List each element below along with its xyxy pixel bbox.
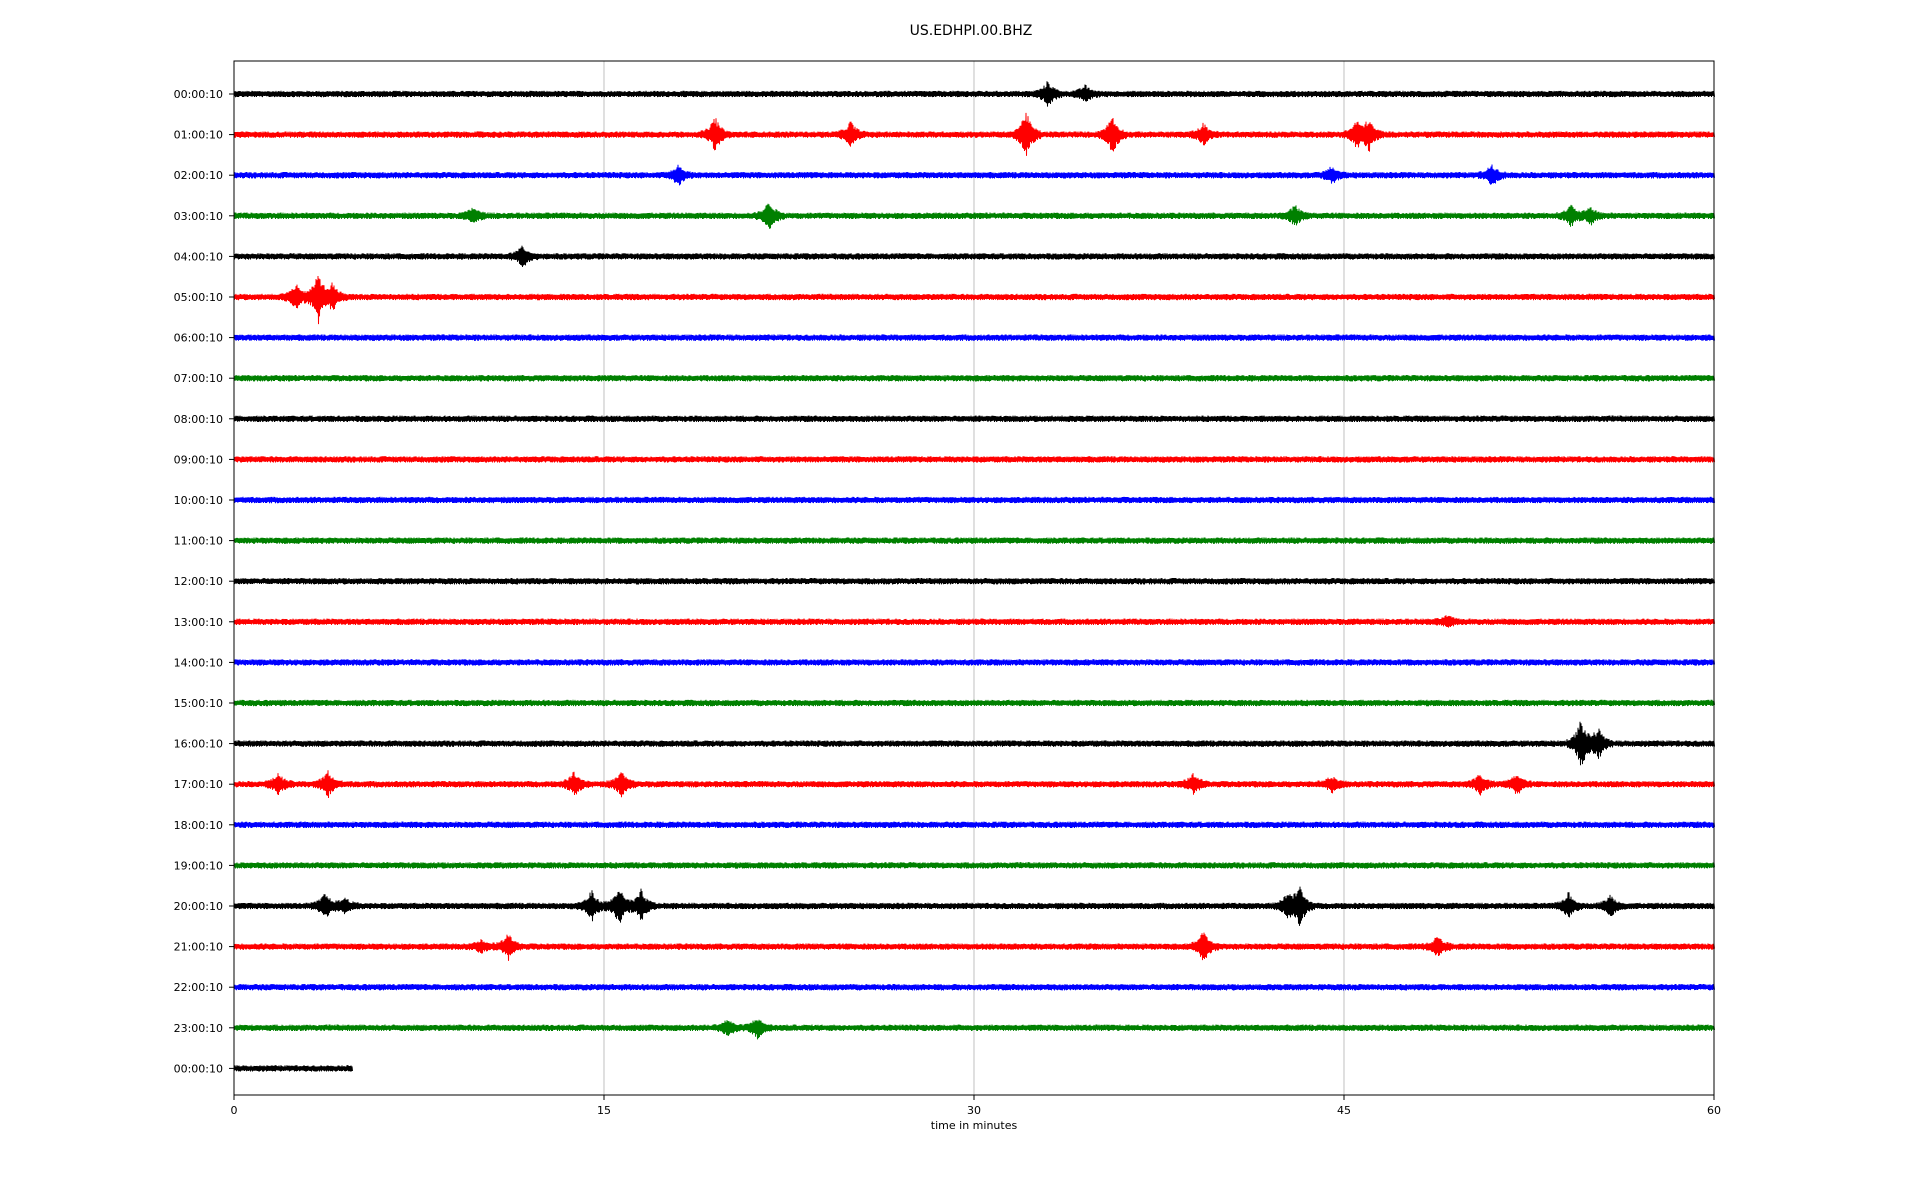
trace-line — [233, 245, 1715, 268]
trace-line — [233, 81, 1715, 107]
x-tick-label: 30 — [967, 1104, 981, 1117]
x-tick-label: 60 — [1707, 1104, 1721, 1117]
trace-line — [233, 164, 1715, 186]
traces — [233, 81, 1715, 1072]
y-tick-label: 18:00:10 — [174, 819, 223, 832]
trace-line — [233, 577, 1715, 585]
y-tick-label: 20:00:10 — [174, 900, 223, 913]
x-ticks: 0 15 30 45 60 — [231, 1095, 1721, 1117]
y-tick-label: 10:00:10 — [174, 494, 223, 507]
trace-line — [233, 112, 1715, 156]
trace-line — [233, 415, 1715, 423]
y-tick-labels: 00:00:10 01:00:10 02:00:10 03:00:10 04:00:10… — [174, 88, 234, 1075]
y-tick-label: 06:00:10 — [174, 332, 223, 345]
trace-line — [233, 456, 1715, 463]
y-tick-label: 03:00:10 — [174, 210, 223, 223]
trace-line — [233, 203, 1715, 229]
y-tick-label: 15:00:10 — [174, 697, 223, 710]
grid-lines — [603, 61, 1345, 1095]
y-tick-label: 17:00:10 — [174, 778, 223, 791]
y-tick-label: 22:00:10 — [174, 981, 223, 994]
x-tick-label: 45 — [1337, 1104, 1351, 1117]
trace-line — [233, 862, 1715, 869]
trace-line — [233, 537, 1715, 544]
trace-line — [233, 275, 1715, 325]
y-tick-label: 14:00:10 — [174, 656, 223, 669]
trace-line — [233, 659, 1715, 666]
trace-line — [233, 821, 1715, 829]
y-tick-label: 23:00:10 — [174, 1022, 223, 1035]
trace-line — [233, 932, 1715, 961]
y-tick-label: 19:00:10 — [174, 859, 223, 872]
trace-line — [233, 374, 1715, 382]
trace-line — [233, 770, 1715, 799]
trace-line — [233, 983, 1715, 991]
y-tick-label: 01:00:10 — [174, 129, 223, 142]
y-tick-label: 12:00:10 — [174, 575, 223, 588]
trace-line — [233, 886, 1715, 926]
y-tick-label: 13:00:10 — [174, 616, 223, 629]
x-axis-label: time in minutes — [931, 1119, 1018, 1132]
y-tick-label: 07:00:10 — [174, 372, 223, 385]
trace-line — [233, 721, 1715, 766]
x-tick-label: 0 — [231, 1104, 238, 1117]
y-tick-label: 08:00:10 — [174, 413, 223, 426]
y-tick-label: 02:00:10 — [174, 169, 223, 182]
trace-line — [233, 1065, 353, 1072]
x-tick-label: 15 — [597, 1104, 611, 1117]
y-tick-label: 00:00:10 — [174, 88, 223, 101]
trace-line — [233, 699, 1715, 707]
chart-title: US.EDHPI.00.BHZ — [910, 23, 1033, 39]
y-tick-label: 16:00:10 — [174, 738, 223, 751]
y-tick-label: 21:00:10 — [174, 941, 223, 954]
y-tick-label: 11:00:10 — [174, 535, 223, 548]
trace-line — [233, 1019, 1715, 1040]
y-tick-label: 05:00:10 — [174, 291, 223, 304]
trace-line — [233, 496, 1715, 504]
trace-line — [233, 334, 1715, 341]
y-tick-label: 00:00:10 — [174, 1062, 223, 1075]
y-tick-label: 09:00:10 — [174, 453, 223, 466]
trace-line — [233, 615, 1715, 628]
y-tick-label: 04:00:10 — [174, 250, 223, 263]
